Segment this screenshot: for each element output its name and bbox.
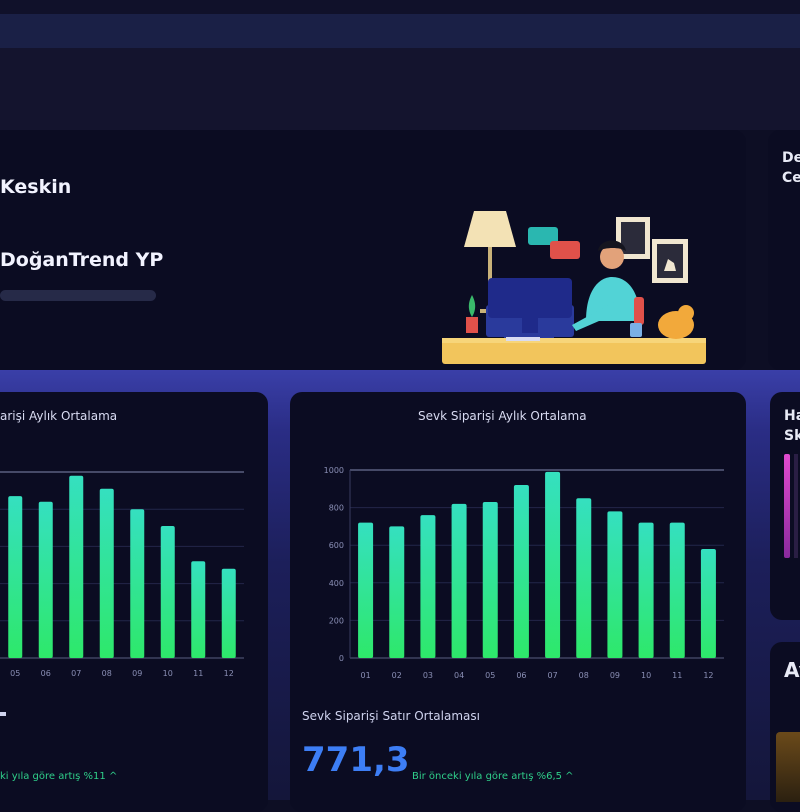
x-tick-label: 06: [41, 669, 51, 678]
x-tick-label: 01: [360, 671, 370, 680]
chart-card-middle: Sevk Siparişi Aylık Ortalama 0 200 400 600 8…: [290, 392, 746, 812]
x-tick-label: 10: [163, 669, 173, 678]
profile-progress-bar: [0, 290, 156, 301]
right-top-line1: De: [782, 150, 800, 166]
x-tick-label: 04: [454, 671, 464, 680]
bar-08[interactable]: [576, 498, 592, 658]
chart-left-metric-marker: [0, 712, 6, 716]
x-tick-label: 09: [132, 669, 142, 678]
x-tick-label: 12: [703, 671, 713, 680]
right-middle-line2: Sk: [784, 428, 800, 444]
chart-middle-metric-value: 771,3: [302, 740, 410, 780]
chart-card-left: arişi Aylık Ortalama 05 06 07 08 09 10 11 12 ki…: [0, 392, 268, 812]
x-tick-label: 12: [224, 669, 234, 678]
right-bottom-title: Ay: [784, 658, 800, 682]
bar-11[interactable]: [191, 561, 206, 658]
x-tick-label: 02: [392, 671, 402, 680]
top-bar: [0, 0, 800, 14]
x-tick-label: 05: [10, 669, 20, 678]
x-tick-label: 05: [485, 671, 495, 680]
x-tick-label: 08: [579, 671, 589, 680]
bar-09[interactable]: [607, 511, 623, 658]
bar-06[interactable]: [513, 485, 529, 658]
y-tick-label: 600: [329, 541, 344, 550]
bar-05[interactable]: [482, 501, 498, 658]
right-bottom-chart: [776, 732, 800, 802]
chart-left-title: arişi Aylık Ortalama: [0, 409, 118, 423]
x-tick-label: 10: [641, 671, 651, 680]
right-middle-bar-track: [794, 454, 798, 558]
company-name: DoğanTrend YP: [0, 249, 164, 271]
chart-middle-title: Sevk Siparişi Aylık Ortalama: [418, 409, 587, 423]
bar-01[interactable]: [358, 522, 374, 658]
bar-05[interactable]: [8, 496, 23, 658]
right-top-line2: Ce: [782, 170, 800, 186]
user-name: Keskin: [0, 176, 72, 198]
right-middle-bar: [784, 454, 790, 558]
x-tick-label: 08: [102, 669, 112, 678]
navigation-strip: [0, 14, 800, 48]
x-tick-label: 11: [193, 669, 203, 678]
right-top-card: De Ce: [768, 130, 800, 370]
bar-03[interactable]: [420, 515, 436, 658]
bar-10[interactable]: [160, 525, 175, 658]
chart-left-trend: ki yıla göre artış %11 ^: [0, 771, 118, 782]
bar-06[interactable]: [38, 501, 53, 658]
chart-middle-metric-label: Sevk Siparişi Satır Ortalaması: [302, 709, 480, 723]
workspace-illustration: [442, 211, 706, 364]
bar-02[interactable]: [389, 526, 405, 658]
y-tick-label: 400: [329, 579, 344, 588]
chart-middle-trend: Bir önceki yıla göre artış %6,5 ^: [412, 771, 574, 782]
right-bottom-card: Ay: [770, 642, 800, 812]
x-tick-label: 07: [71, 669, 81, 678]
header-band: [0, 48, 800, 130]
y-tick-label: 0: [339, 654, 344, 663]
bar-10[interactable]: [638, 522, 654, 658]
right-middle-card: Ha Sk: [770, 392, 800, 620]
bar-11[interactable]: [669, 522, 685, 658]
bar-07[interactable]: [69, 475, 84, 658]
bar-09[interactable]: [130, 509, 145, 658]
chart-left-plot: 05 06 07 08 09 10 11 12: [0, 471, 244, 678]
bar-08[interactable]: [99, 488, 114, 658]
bar-12[interactable]: [700, 548, 716, 658]
x-tick-label: 06: [516, 671, 526, 680]
y-tick-label: 800: [329, 504, 344, 513]
y-tick-label: 1000: [324, 466, 344, 475]
x-tick-label: 03: [423, 671, 433, 680]
chart-middle-plot: 0 200 400 600 800 1000 01 02 03 04 05 06 07 08 09 10 11 1…: [324, 466, 724, 680]
x-tick-label: 11: [672, 671, 682, 680]
welcome-card: Keskin DoğanTrend YP: [0, 130, 746, 370]
bar-07[interactable]: [545, 471, 561, 658]
right-middle-line1: Ha: [784, 408, 800, 424]
bar-12[interactable]: [221, 568, 236, 658]
x-tick-label: 09: [610, 671, 620, 680]
bar-04[interactable]: [451, 503, 467, 658]
y-tick-label: 200: [329, 616, 344, 625]
x-tick-label: 07: [547, 671, 557, 680]
